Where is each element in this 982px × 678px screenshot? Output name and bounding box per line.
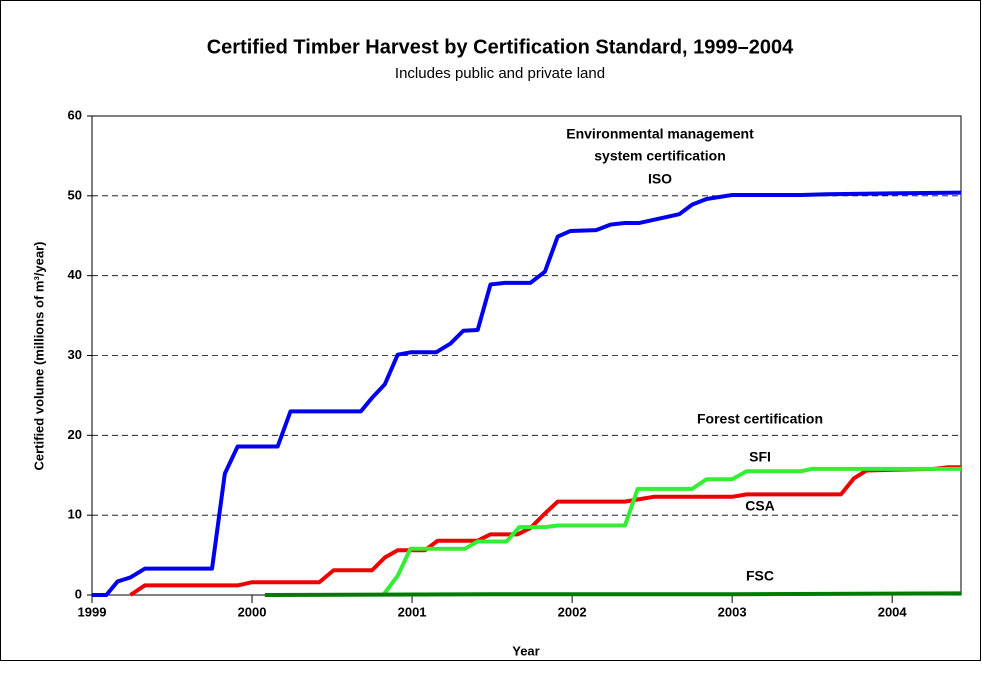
x-tick-label: 2003 [718, 604, 747, 619]
annotation: CSA [745, 498, 775, 514]
y-tick-label: 40 [68, 267, 82, 282]
x-tick-label: 2000 [238, 604, 267, 619]
y-axis-label: Certified volume (millions of m³/year) [31, 242, 46, 471]
annotation: ISO [648, 171, 672, 187]
annotation: system certification [594, 148, 726, 164]
series-line [129, 465, 961, 597]
x-axis-label: Year [512, 643, 539, 658]
y-tick-label: 0 [75, 586, 82, 601]
y-tick-label: 60 [68, 107, 82, 122]
y-tick-label: 30 [68, 347, 82, 362]
annotation: Forest certification [697, 411, 823, 427]
chart-title: Certified Timber Harvest by Certificatio… [207, 36, 794, 58]
annotation: SFI [749, 449, 771, 465]
annotation: Environmental management [566, 126, 754, 142]
chart-subtitle: Includes public and private land [395, 65, 605, 82]
y-tick-label: 10 [68, 507, 82, 522]
series-line [381, 466, 961, 597]
x-tick-label: 2001 [398, 604, 427, 619]
x-tick-label: 2004 [878, 604, 908, 619]
series-line [264, 591, 962, 597]
y-tick-label: 50 [68, 187, 82, 202]
annotation: FSC [746, 568, 774, 584]
y-tick-label: 20 [68, 427, 82, 442]
x-tick-label: 1999 [78, 604, 107, 619]
x-tick-label: 2002 [558, 604, 587, 619]
series-line [92, 190, 962, 597]
